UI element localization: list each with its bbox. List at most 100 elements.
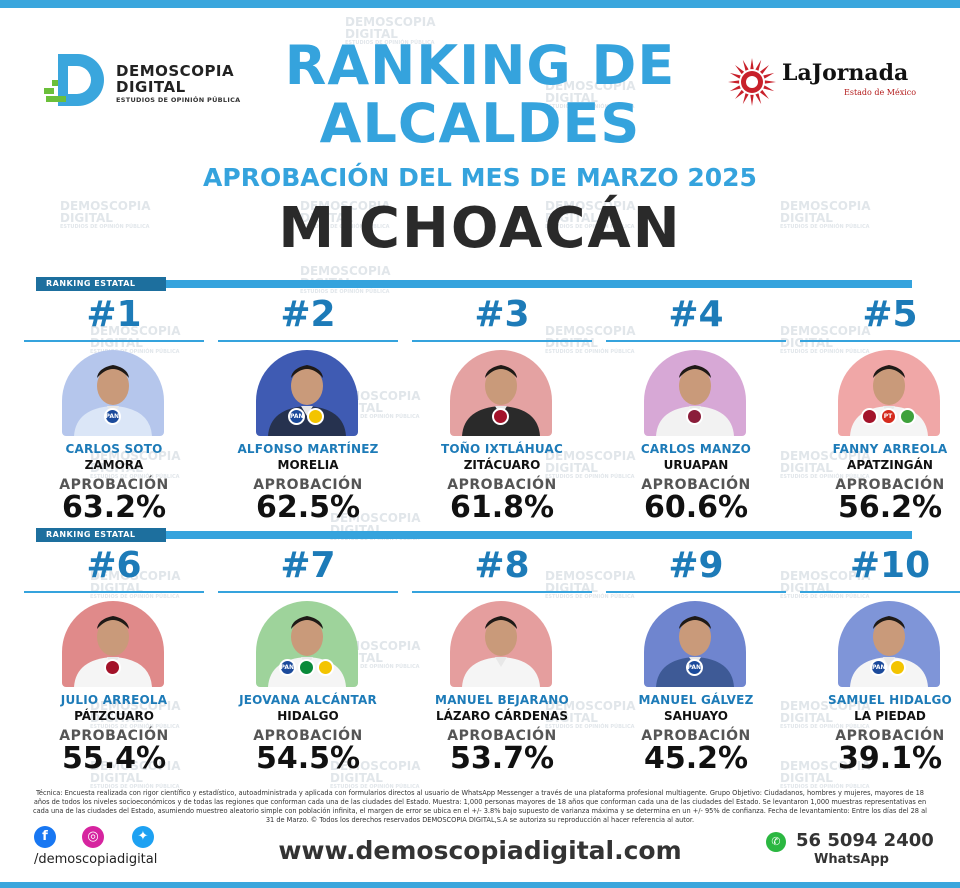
ranking-bar-2: RANKING ESTATAL — [36, 528, 912, 542]
mayor-city: APATZINGÁN — [847, 458, 933, 472]
sun-ray — [742, 93, 749, 105]
sun-ray — [763, 85, 775, 92]
rank-number: #9 — [668, 545, 724, 586]
mayor-name: JEOVANA ALCÁNTAR — [239, 693, 377, 707]
sun-ray — [755, 59, 762, 71]
website-link[interactable]: www.demoscopiadigital.com — [278, 836, 682, 865]
approval-value: 62.5% — [255, 490, 361, 525]
ranking-line — [166, 280, 912, 288]
sun-ray — [735, 65, 745, 75]
rank-number: #6 — [86, 545, 142, 586]
partner-name: LaJornada — [782, 60, 909, 86]
person-silhouette-icon — [850, 616, 928, 687]
party-badge-icon — [685, 408, 703, 425]
whatsapp-icon: ✆ — [766, 832, 786, 852]
approval-label: APROBACIÓN — [447, 728, 557, 744]
mayor-card: #9 PAN MANUEL GÁLVEZ SAHUAYO APROBACIÓN … — [606, 545, 786, 785]
mayor-city: ZAMORA — [84, 458, 144, 472]
rank-number: #5 — [862, 294, 918, 335]
party-badge-icon: PAN — [288, 408, 305, 425]
party-badge-icon — [103, 659, 121, 676]
party-badge-icon: PAN — [870, 659, 887, 676]
rank-underline — [24, 591, 204, 593]
approval-value: 54.5% — [255, 741, 361, 776]
title-line2: ALCALDES — [319, 92, 641, 155]
party-badge-icon — [889, 659, 906, 676]
mayor-card: #10 PAN SAMUEL HIDALGO LA PIEDAD APROBAC… — [800, 545, 960, 785]
mayor-name: FANNY ARREOLA — [832, 442, 948, 456]
sun-ray — [759, 65, 769, 75]
demoscopia-d-icon — [44, 54, 104, 106]
mayor-city: LÁZARO CÁRDENAS — [435, 709, 568, 723]
mayor-name: TOÑO IXTLÁHUAC — [441, 442, 563, 456]
mayor-city: URUAPAN — [663, 458, 729, 472]
mayor-card: #8 MANUEL BEJARANO LÁZARO CÁRDENAS APROB… — [412, 545, 592, 785]
subtitle: APROBACIÓN DEL MES DE MARZO 2025 — [203, 163, 757, 192]
rank-underline — [218, 591, 398, 593]
sun-ray — [763, 72, 775, 79]
approval-label: APROBACIÓN — [835, 728, 945, 744]
approval-label: APROBACIÓN — [253, 477, 363, 493]
approval-label: APROBACIÓN — [641, 477, 751, 493]
mayor-name: MANUEL GÁLVEZ — [638, 693, 754, 707]
rank-number: #7 — [280, 545, 336, 586]
rank-number: #10 — [849, 545, 931, 586]
rank-underline — [606, 340, 786, 342]
mayor-card: #4 CARLOS MANZO URUAPAN APROBACIÓN 60.6% — [606, 294, 786, 534]
sun-emblem-icon — [728, 58, 776, 106]
approval-value: 39.1% — [837, 741, 943, 776]
approval-label: APROBACIÓN — [59, 477, 169, 493]
sun-ray — [728, 80, 740, 84]
brand-line2: DIGITAL — [116, 78, 186, 96]
state-title: MICHOACÁN — [278, 196, 682, 261]
mayor-city: MORELIA — [277, 458, 339, 472]
rank-underline — [800, 591, 960, 593]
brand-tagline: ESTUDIOS DE OPINIÓN PÚBLICA — [116, 96, 241, 104]
mayor-card: #3 TOÑO IXTLÁHUAC ZITÁCUARO APROBACIÓN 6… — [412, 294, 592, 534]
demoscopia-logo: DEMOSCOPIA DIGITAL ESTUDIOS DE OPINIÓN P… — [44, 50, 244, 110]
party-badge-icon — [316, 659, 334, 676]
party-badge-icon: PT — [879, 408, 897, 425]
sun-ray — [729, 85, 741, 92]
instagram-icon[interactable]: ◎ — [82, 826, 104, 848]
mayor-name: MANUEL BEJARANO — [435, 693, 569, 707]
party-badge-icon — [898, 408, 916, 425]
methodology-note: Técnica: Encuesta realizada con rigor ci… — [33, 789, 927, 824]
person-silhouette-icon — [462, 616, 540, 687]
mayor-portrait: PAN — [256, 601, 358, 687]
bottom-stripe — [0, 882, 960, 888]
ranking-bar-1: RANKING ESTATAL — [36, 277, 912, 291]
rank-underline — [218, 340, 398, 342]
rank-number: #2 — [280, 294, 336, 335]
party-badge-icon: PAN — [103, 408, 121, 425]
approval-value: 45.2% — [643, 741, 749, 776]
sun-ray — [750, 94, 754, 106]
brand-line1: DEMOSCOPIA — [116, 62, 235, 80]
sun-ray — [750, 58, 754, 70]
rank-underline — [412, 340, 592, 342]
ranking-label: RANKING ESTATAL — [36, 277, 166, 291]
twitter-icon[interactable]: ✦ — [132, 826, 154, 848]
mayor-city: HIDALGO — [277, 709, 339, 723]
sun-ray — [764, 80, 776, 84]
rank-number: #3 — [474, 294, 530, 335]
title-line1: RANKING DE — [284, 34, 676, 97]
approval-value: 56.2% — [837, 490, 943, 525]
approval-label: APROBACIÓN — [641, 728, 751, 744]
whatsapp-label: WhatsApp — [814, 852, 889, 867]
facebook-icon[interactable]: f — [34, 826, 56, 848]
ranking-label: RANKING ESTATAL — [36, 528, 166, 542]
party-badge-icon — [307, 408, 324, 425]
approval-value: 63.2% — [61, 490, 167, 525]
approval-value: 61.8% — [449, 490, 555, 525]
mayor-card: #6 JULIO ARREOLA PÁTZCUARO APROBACIÓN 55… — [24, 545, 204, 785]
party-badge-icon — [491, 408, 509, 425]
mayor-name: JULIO ARREOLA — [60, 693, 168, 707]
mayor-card: #2 PAN ALFONSO MARTÍNEZ MORELIA APROBACI… — [218, 294, 398, 534]
mayor-name: CARLOS SOTO — [65, 442, 163, 456]
mayor-portrait: PAN — [838, 601, 940, 687]
mayor-city: LA PIEDAD — [854, 709, 926, 723]
mayor-card: #7 PAN JEOVANA ALCÁNTAR HIDALGO APROBACI… — [218, 545, 398, 785]
rank-underline — [412, 591, 592, 593]
